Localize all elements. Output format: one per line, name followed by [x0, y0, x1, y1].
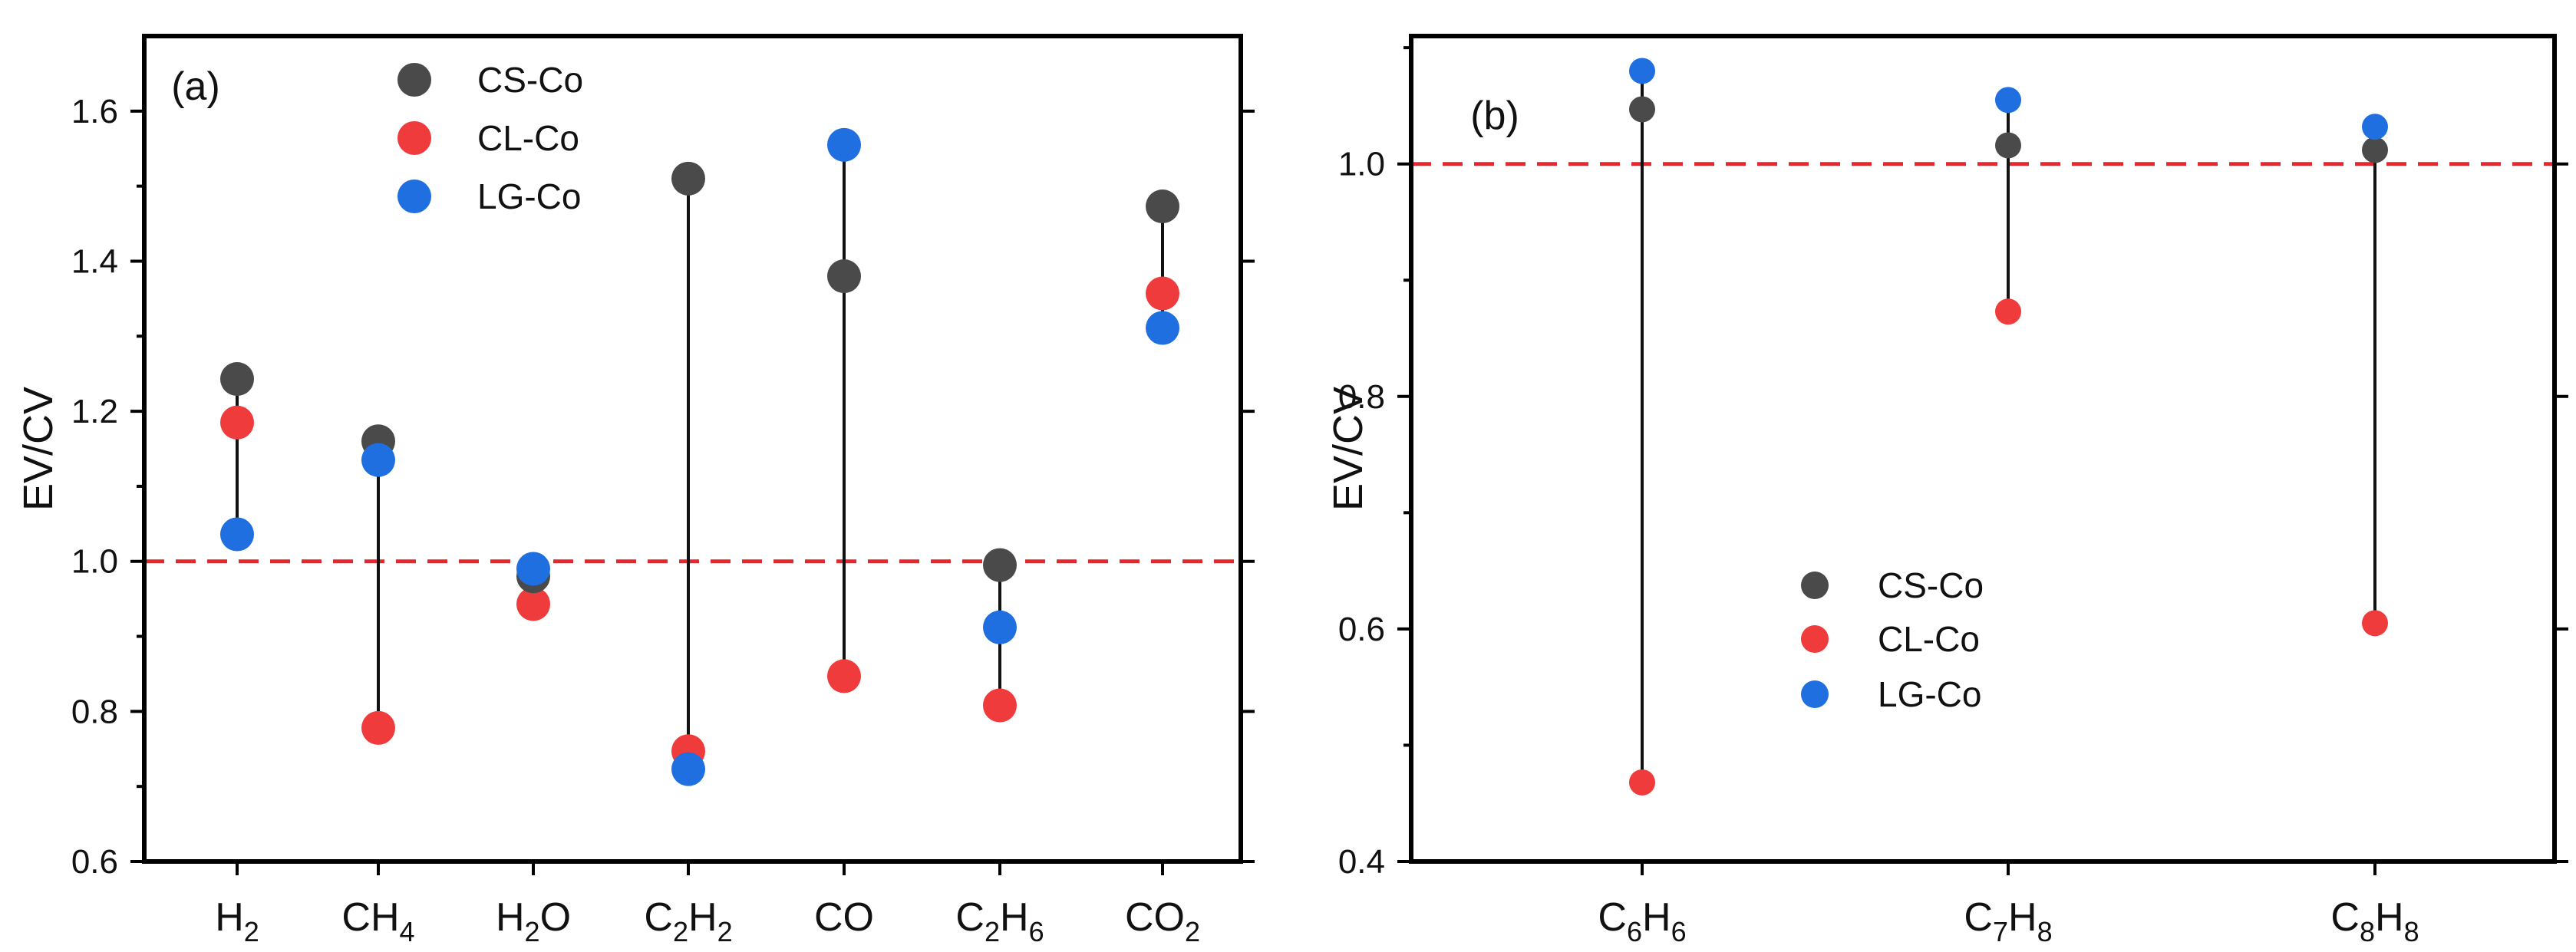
data-point-cs-co [827, 259, 861, 294]
x-tick-label: C7H8 [1964, 895, 2052, 947]
data-point-cs-co [2362, 137, 2388, 163]
data-point-cl-co [361, 710, 395, 745]
data-point-cl-co [220, 405, 254, 440]
data-point-cl-co [1146, 276, 1179, 311]
data-point-cs-co [671, 161, 705, 196]
legend-label: CS-Co [1878, 565, 1984, 605]
legend-marker-cl-co [397, 121, 431, 155]
data-point-lg-co [1146, 311, 1179, 345]
data-point-cs-co [1146, 189, 1179, 224]
data-point-cs-co [1995, 132, 2021, 159]
panel-b: 0.4 0.6 0.8 1.0 C6H6 C7H8 C8H8 (b) EV/CV CS-Co CL-… [1325, 34, 2568, 947]
panel-a: 0.6 0.8 1.0 1.2 1.4 1.6 H2 CH4 H2O C2H2 CO C2H6 CO2 (… [15, 34, 1255, 947]
panel-label: (b) [1470, 94, 1519, 138]
data-point-lg-co [983, 610, 1017, 644]
data-point-cl-co [1995, 298, 2021, 325]
x-tick-label: C2H2 [644, 895, 732, 947]
y-tick-label: 0.6 [1338, 611, 1385, 648]
y-tick-label: 1.0 [71, 543, 118, 581]
y-tick-label: 0.8 [71, 693, 118, 730]
panel-label: (a) [171, 64, 220, 109]
x-tick-label: C8H8 [2330, 895, 2419, 947]
data-point-lg-co [1629, 58, 1655, 84]
data-point-lg-co [2362, 114, 2388, 140]
data-point-lg-co [516, 552, 550, 586]
legend-label: CL-Co [1878, 619, 1980, 659]
legend-label: CS-Co [477, 60, 583, 100]
y-tick-label: 1.0 [1338, 146, 1385, 183]
data-point-cs-co [1629, 96, 1655, 123]
legend: CS-Co CL-Co LG-Co [397, 60, 583, 216]
legend-label: CL-Co [477, 118, 579, 158]
legend-marker-cs-co [397, 63, 431, 97]
data-point-cs-co [220, 362, 254, 397]
y-axis-title: EV/CV [1325, 387, 1371, 511]
data-point-cs-co [983, 548, 1017, 582]
x-tick-label: C2H6 [955, 895, 1044, 947]
legend-marker-lg-co [1801, 680, 1829, 708]
legend: CS-Co CL-Co LG-Co [1801, 565, 1984, 714]
y-tick-label: 0.8 [1338, 378, 1385, 416]
data-point-cl-co [983, 688, 1017, 723]
x-tick-label: CH4 [341, 895, 414, 947]
legend-marker-cl-co [1801, 625, 1829, 653]
plot-frame [1409, 34, 2557, 864]
y-tick-label: 0.6 [71, 843, 118, 881]
data-point-lg-co [827, 127, 861, 162]
legend-label: LG-Co [1878, 674, 1981, 714]
legend-marker-cs-co [1801, 572, 1829, 599]
y-axis-title: EV/CV [15, 387, 61, 511]
y-tick-label: 1.4 [71, 242, 118, 280]
data-point-lg-co [1995, 87, 2021, 114]
legend-marker-lg-co [397, 180, 431, 213]
x-tick-label: CO2 [1125, 895, 1200, 947]
data-point-cl-co [516, 587, 550, 621]
y-tick-label: 1.2 [71, 393, 118, 430]
y-tick-label: 1.6 [71, 93, 118, 130]
y-tick-label: 0.4 [1338, 843, 1385, 881]
x-tick-label: CO [814, 895, 874, 940]
data-point-lg-co [361, 443, 395, 477]
x-tick-label: H2O [496, 895, 571, 947]
data-point-lg-co [220, 517, 254, 552]
x-tick-label: C6H6 [1598, 895, 1686, 947]
data-point-cl-co [827, 659, 861, 693]
data-point-lg-co [671, 752, 705, 786]
plot-frame [142, 34, 1243, 864]
data-point-cl-co [1629, 769, 1655, 796]
legend-label: LG-Co [477, 176, 581, 216]
x-tick-label: H2 [215, 895, 259, 947]
data-point-cl-co [2362, 610, 2388, 637]
